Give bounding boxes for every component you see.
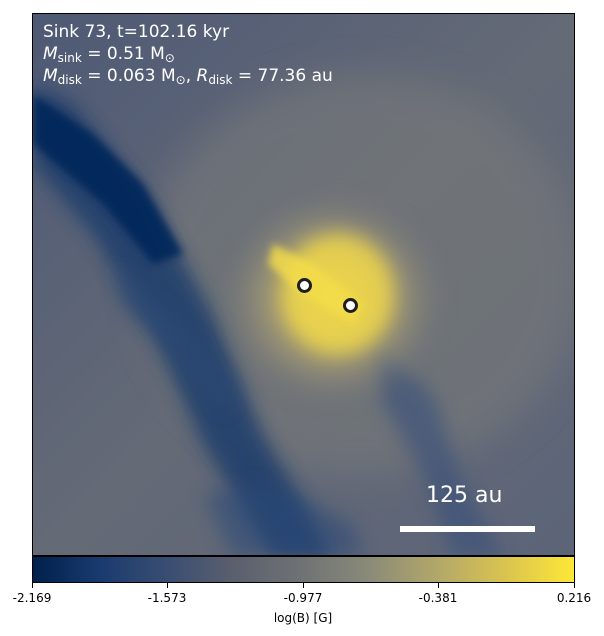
colorbar-tick-label: -0.381 bbox=[418, 591, 458, 605]
colorbar-tick-label: 0.216 bbox=[556, 591, 592, 605]
colorbar-tick-label: -1.573 bbox=[147, 591, 187, 605]
sink-particle-2 bbox=[343, 298, 358, 313]
scale-bar-label: 125 au bbox=[426, 483, 503, 508]
scale-bar bbox=[400, 526, 535, 532]
field-map-image bbox=[33, 14, 574, 555]
colorbar-tick-label: -2.169 bbox=[12, 591, 52, 605]
sink-info-title: Sink 73, t=102.16 kyr bbox=[43, 22, 230, 42]
magnetic-field-map: Sink 73, t=102.16 kyr Msink = 0.51 M⊙ Md… bbox=[32, 13, 575, 556]
colorbar bbox=[32, 556, 575, 583]
sink-mass-label: Msink = 0.51 M⊙ bbox=[43, 44, 175, 65]
colorbar-tick bbox=[574, 583, 575, 588]
disk-properties-label: Mdisk = 0.063 M⊙, Rdisk = 77.36 au bbox=[43, 66, 333, 87]
colorbar-tick bbox=[167, 583, 168, 588]
colorbar-label: log(B) [G] bbox=[273, 611, 333, 625]
colorbar-tick-label: -0.977 bbox=[283, 591, 323, 605]
colorbar-tick bbox=[438, 583, 439, 588]
colorbar-tick bbox=[303, 583, 304, 588]
sink-particle-1 bbox=[297, 278, 312, 293]
colorbar-tick bbox=[32, 583, 33, 588]
